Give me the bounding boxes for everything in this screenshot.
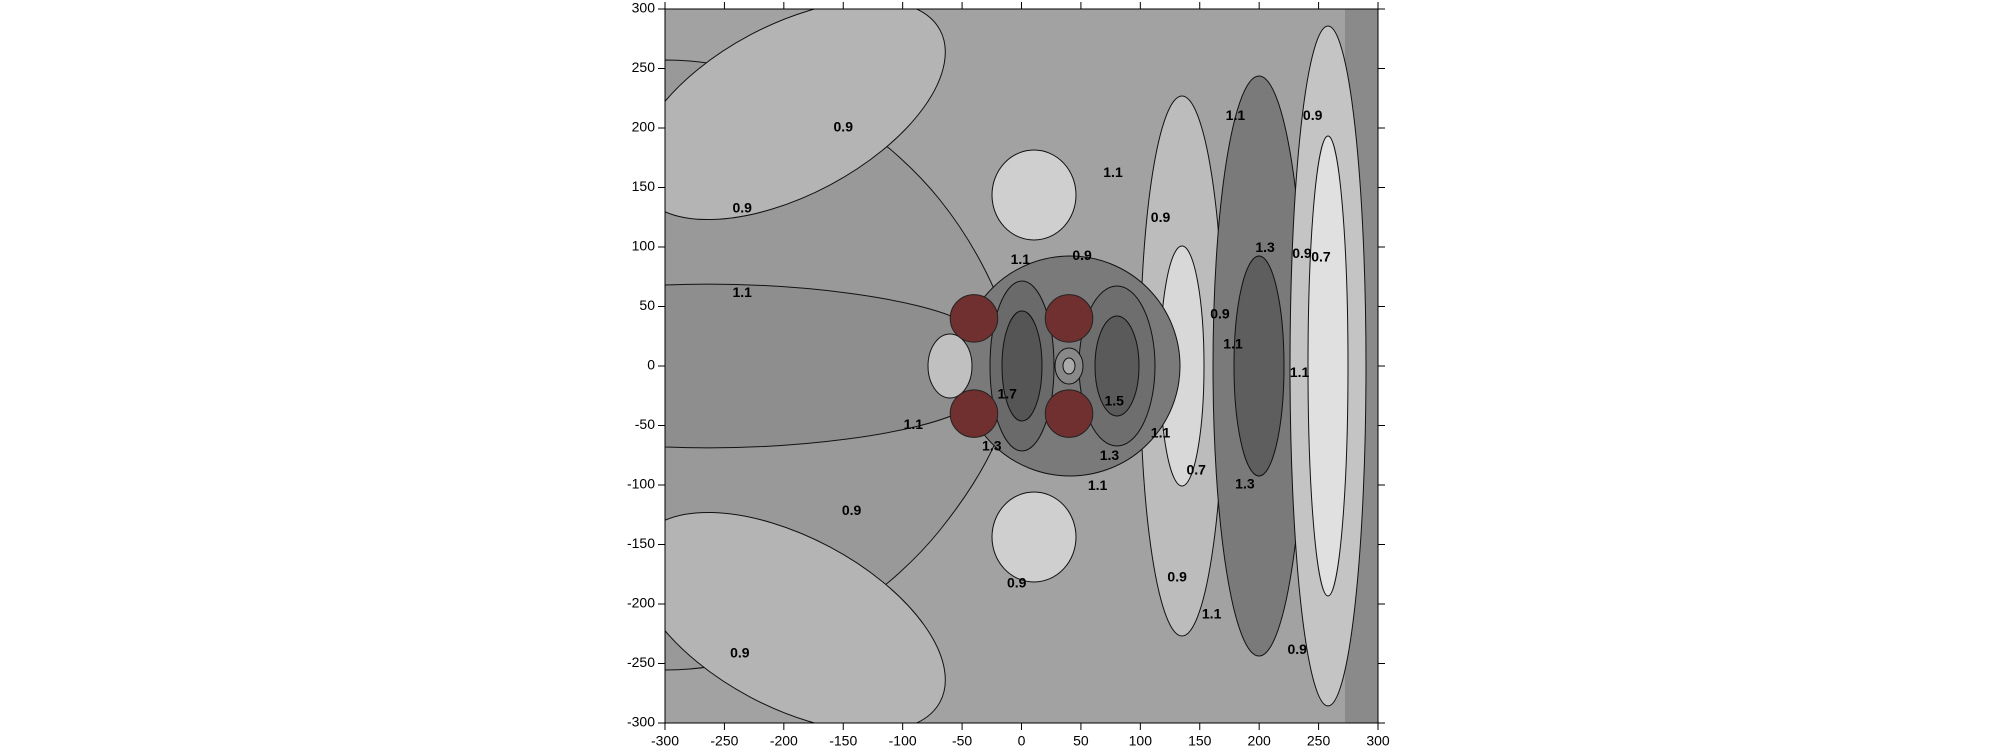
contour-label: 1.7 (998, 385, 1018, 401)
contour-label: 1.3 (1255, 239, 1275, 255)
contour-label: 0.7 (1311, 248, 1331, 264)
x-tick-label: 200 (1247, 733, 1271, 749)
contour-label: 1.1 (733, 284, 753, 300)
x-tick-label: 300 (1366, 733, 1390, 749)
y-tick-label: -50 (635, 416, 655, 432)
y-tick-label: 50 (639, 297, 655, 313)
contour-label: 0.9 (733, 200, 753, 216)
contour-label: 1.1 (1290, 364, 1310, 380)
scatterer (949, 389, 999, 438)
contour-label: 0.9 (1072, 247, 1092, 263)
y-tick-label: 150 (632, 178, 656, 194)
x-tick-label: -250 (710, 733, 738, 749)
x-tick-label: 250 (1307, 733, 1331, 749)
contour-label: 0.9 (1292, 245, 1312, 261)
marks: -300 -250 -200 -150 -100 -50 0 50 100 150 200 250 30… (627, 0, 1390, 749)
contour-label: 0.7 (1186, 461, 1206, 477)
contour-label: 1.3 (982, 438, 1002, 454)
contour-label: 1.1 (1088, 477, 1108, 493)
contour-label: 0.9 (1303, 107, 1323, 123)
contour-label: 0.9 (1151, 209, 1171, 225)
y-tick-label: 0 (647, 357, 655, 373)
x-tick-label: 150 (1188, 733, 1212, 749)
scatterer (1044, 294, 1094, 343)
contour-label: 0.9 (1287, 641, 1307, 657)
contour-label: 1.3 (1235, 476, 1255, 492)
y-tick-label: -100 (627, 476, 655, 492)
contour-label: 1.1 (1202, 605, 1222, 621)
y-tick-label: -300 (627, 714, 655, 730)
contour-label: 1.3 (1100, 447, 1120, 463)
y-tick-label: -250 (627, 654, 655, 670)
y-tick-label: -200 (627, 595, 655, 611)
x-tick-label: -300 (651, 733, 679, 749)
contour-label: 1.1 (1103, 164, 1123, 180)
y-tick-label: -150 (627, 535, 655, 551)
y-tick-label: 200 (632, 119, 656, 135)
y-tick-label: 300 (632, 0, 656, 16)
contour-label: 1.1 (1151, 425, 1171, 441)
scatterer (949, 294, 999, 343)
scatterer (1044, 389, 1094, 438)
contour-label: 0.9 (1007, 574, 1027, 590)
contour-label: 0.9 (1210, 306, 1230, 322)
contour-field (665, 9, 1378, 723)
contour-label: 1.1 (1226, 107, 1246, 123)
x-tick-label: -100 (889, 733, 917, 749)
contour-label: 0.9 (842, 502, 862, 518)
contour-label: 1.1 (1223, 335, 1243, 351)
x-tick-label: -150 (829, 733, 857, 749)
x-tick-label: -50 (952, 733, 972, 749)
x-tick-label: 50 (1073, 733, 1089, 749)
x-tick-label: 0 (1018, 733, 1026, 749)
contour-label: 0.9 (730, 645, 750, 661)
contour-label: 1.1 (904, 416, 924, 432)
y-tick-label: 250 (632, 59, 656, 75)
contour-label: 1.1 (1011, 251, 1031, 267)
contour-label: 0.9 (834, 119, 854, 135)
x-tick-label: -200 (770, 733, 798, 749)
x-tick-label: 100 (1129, 733, 1153, 749)
contour-label: 0.9 (1167, 569, 1187, 585)
contour-label: 1.5 (1104, 392, 1124, 408)
y-tick-label: 100 (632, 238, 656, 254)
